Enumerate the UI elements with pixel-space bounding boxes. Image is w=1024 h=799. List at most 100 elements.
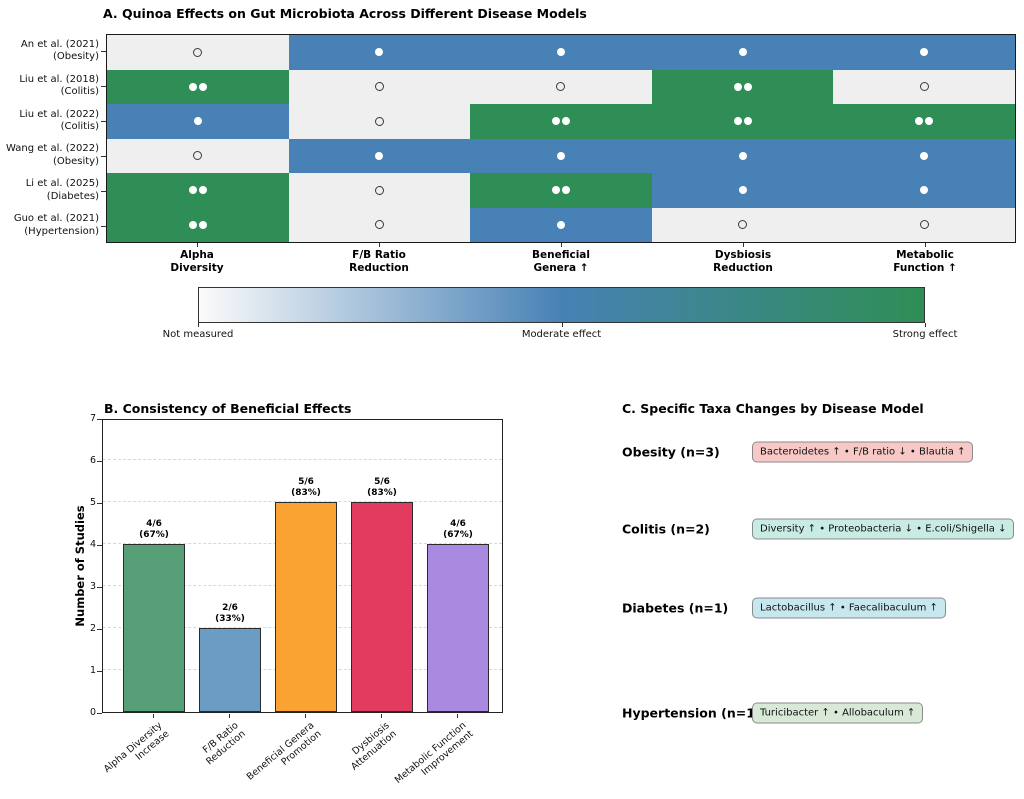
taxa-changes-badge: Turicibacter ↑ • Allobaculum ↑ bbox=[752, 702, 924, 724]
y-tick-label: 3 bbox=[89, 581, 96, 592]
effect-dot-marker bbox=[556, 220, 565, 229]
text-line: F/B Ratio bbox=[352, 249, 406, 261]
row-label-disease: (Obesity) bbox=[52, 155, 99, 167]
heatmap-grid bbox=[106, 34, 1016, 243]
colorbar-tick-mark bbox=[561, 323, 563, 327]
heatmap-cell-r1c3 bbox=[470, 35, 652, 70]
effect-dot-marker bbox=[561, 117, 570, 126]
bar-value-label: 5/6 (83%) bbox=[337, 477, 427, 499]
effect-dot-marker bbox=[193, 117, 202, 126]
text-line: Genera ↑ bbox=[533, 262, 589, 274]
effect-dot-marker bbox=[920, 48, 929, 57]
not-measured-marker bbox=[919, 82, 929, 92]
panel-b-title: B. Consistency of Beneficial Effects bbox=[104, 401, 352, 416]
not-measured-marker bbox=[193, 47, 203, 57]
heatmap-cell-r4c1 bbox=[107, 138, 289, 173]
taxa-changes-badge: Bacteroidetes ↑ • F/B ratio ↓ • Blautia … bbox=[752, 441, 974, 463]
effect-dot-marker bbox=[920, 151, 929, 160]
y-tick-mark bbox=[97, 545, 102, 546]
text-line: Reduction bbox=[713, 262, 773, 274]
not-measured-marker bbox=[374, 185, 384, 195]
row-label-disease: (Colitis) bbox=[60, 121, 99, 133]
not-measured-marker bbox=[374, 220, 384, 230]
text-line: (67%) bbox=[139, 530, 169, 540]
effect-dot-marker bbox=[561, 186, 570, 195]
colorbar bbox=[198, 287, 925, 323]
y-tick-mark bbox=[101, 155, 106, 157]
not-measured-marker bbox=[738, 220, 748, 230]
bar-5 bbox=[427, 544, 489, 712]
x-tick-label-text: Beneficial Genera Promotion bbox=[244, 720, 324, 783]
heatmap-row-label: Li et al. (2025) (Diabetes) bbox=[0, 173, 99, 208]
heatmap-cell-r5c3 bbox=[470, 173, 652, 208]
colorbar-tick-label: Moderate effect bbox=[521, 329, 602, 340]
bar-1 bbox=[123, 544, 185, 712]
x-tick-mark bbox=[743, 243, 744, 247]
x-tick-label-text: Metabolic Function Improvement bbox=[392, 720, 476, 786]
heatmap-row-label: An et al. (2021) (Obesity) bbox=[0, 34, 99, 69]
text-line: (33%) bbox=[215, 614, 245, 624]
effect-dot-marker bbox=[733, 82, 742, 91]
y-tick-mark bbox=[101, 225, 106, 227]
row-label-disease: (Hypertension) bbox=[24, 225, 99, 237]
heatmap-cell-r1c2 bbox=[288, 35, 471, 70]
disease-model-label: Colitis (n=2) bbox=[622, 521, 710, 537]
bar-value-label: 4/6 (67%) bbox=[413, 519, 503, 541]
y-tick-mark bbox=[97, 461, 102, 462]
row-label-study: Liu et al. (2022) bbox=[19, 108, 99, 120]
panel-b-y-axis-label: Number of Studies bbox=[73, 505, 87, 627]
heatmap-row-label: Wang et al. (2022) (Obesity) bbox=[0, 139, 99, 174]
y-tick-label: 0 bbox=[89, 707, 96, 718]
heatmap-cell-r3c4 bbox=[651, 104, 834, 139]
bar-chart-axes: 4/6 (67%) 2/6 (33%) 5/6 (83%) 5/6 (83%) 4/6 (67%) bbox=[102, 419, 503, 713]
effect-dot-marker bbox=[375, 48, 384, 57]
heatmap-cell-r4c2 bbox=[288, 138, 471, 173]
x-tick-mark bbox=[381, 714, 382, 718]
heatmap-cell-r5c4 bbox=[651, 173, 834, 208]
effect-dot-marker bbox=[920, 186, 929, 195]
heatmap-col-label: Metabolic Function ↑ bbox=[835, 249, 1015, 275]
x-tick-mark bbox=[229, 714, 230, 718]
effect-dot-marker bbox=[925, 117, 934, 126]
y-tick-label: 7 bbox=[89, 413, 96, 424]
text-line: 4/6 bbox=[146, 519, 162, 529]
colorbar-tick-label: Strong effect bbox=[892, 329, 958, 340]
heatmap-cell-r4c5 bbox=[833, 138, 1015, 173]
row-label-disease: (Diabetes) bbox=[46, 190, 99, 202]
heatmap-cell-r6c1 bbox=[107, 207, 289, 242]
heatmap-col-label: F/B Ratio Reduction bbox=[289, 249, 469, 275]
effect-dot-marker bbox=[556, 48, 565, 57]
taxa-changes-badge: Diversity ↑ • Proteobacteria ↓ • E.coli/… bbox=[752, 518, 1015, 540]
row-label-study: Guo et al. (2021) bbox=[13, 213, 99, 225]
effect-dot-marker bbox=[198, 82, 207, 91]
row-label-study: An et al. (2021) bbox=[20, 38, 99, 50]
colorbar-tick-mark bbox=[198, 323, 199, 327]
not-measured-marker bbox=[374, 116, 384, 126]
text-line: 4/6 bbox=[450, 519, 466, 529]
y-tick-mark bbox=[101, 51, 106, 53]
x-tick-mark bbox=[379, 243, 380, 247]
text-line: (67%) bbox=[443, 530, 473, 540]
heatmap-cell-r6c3 bbox=[470, 207, 652, 242]
effect-dot-marker bbox=[743, 117, 752, 126]
heatmap-col-label: Dysbiosis Reduction bbox=[653, 249, 833, 275]
heatmap-cell-r3c2 bbox=[288, 104, 471, 139]
bar-value-label: 2/6 (33%) bbox=[185, 603, 275, 625]
y-tick-mark bbox=[101, 121, 106, 123]
text-line: Dysbiosis bbox=[714, 249, 772, 261]
row-label-disease: (Obesity) bbox=[52, 51, 99, 63]
disease-model-label: Hypertension (n=1) bbox=[622, 705, 761, 721]
heatmap-cell-r2c1 bbox=[107, 69, 289, 104]
bar-value-label: 4/6 (67%) bbox=[109, 519, 199, 541]
text-line: Function ↑ bbox=[893, 262, 957, 274]
text-line: 5/6 bbox=[298, 477, 314, 487]
heatmap-cell-r2c4 bbox=[651, 69, 834, 104]
x-tick-mark bbox=[457, 714, 458, 718]
grid-line bbox=[103, 459, 502, 460]
bar-value-label: 5/6 (83%) bbox=[261, 477, 351, 499]
text-line: Diversity bbox=[170, 262, 224, 274]
not-measured-marker bbox=[193, 151, 203, 161]
effect-dot-marker bbox=[743, 82, 752, 91]
heatmap-cell-r1c4 bbox=[651, 35, 834, 70]
y-tick-label: 6 bbox=[89, 455, 96, 466]
